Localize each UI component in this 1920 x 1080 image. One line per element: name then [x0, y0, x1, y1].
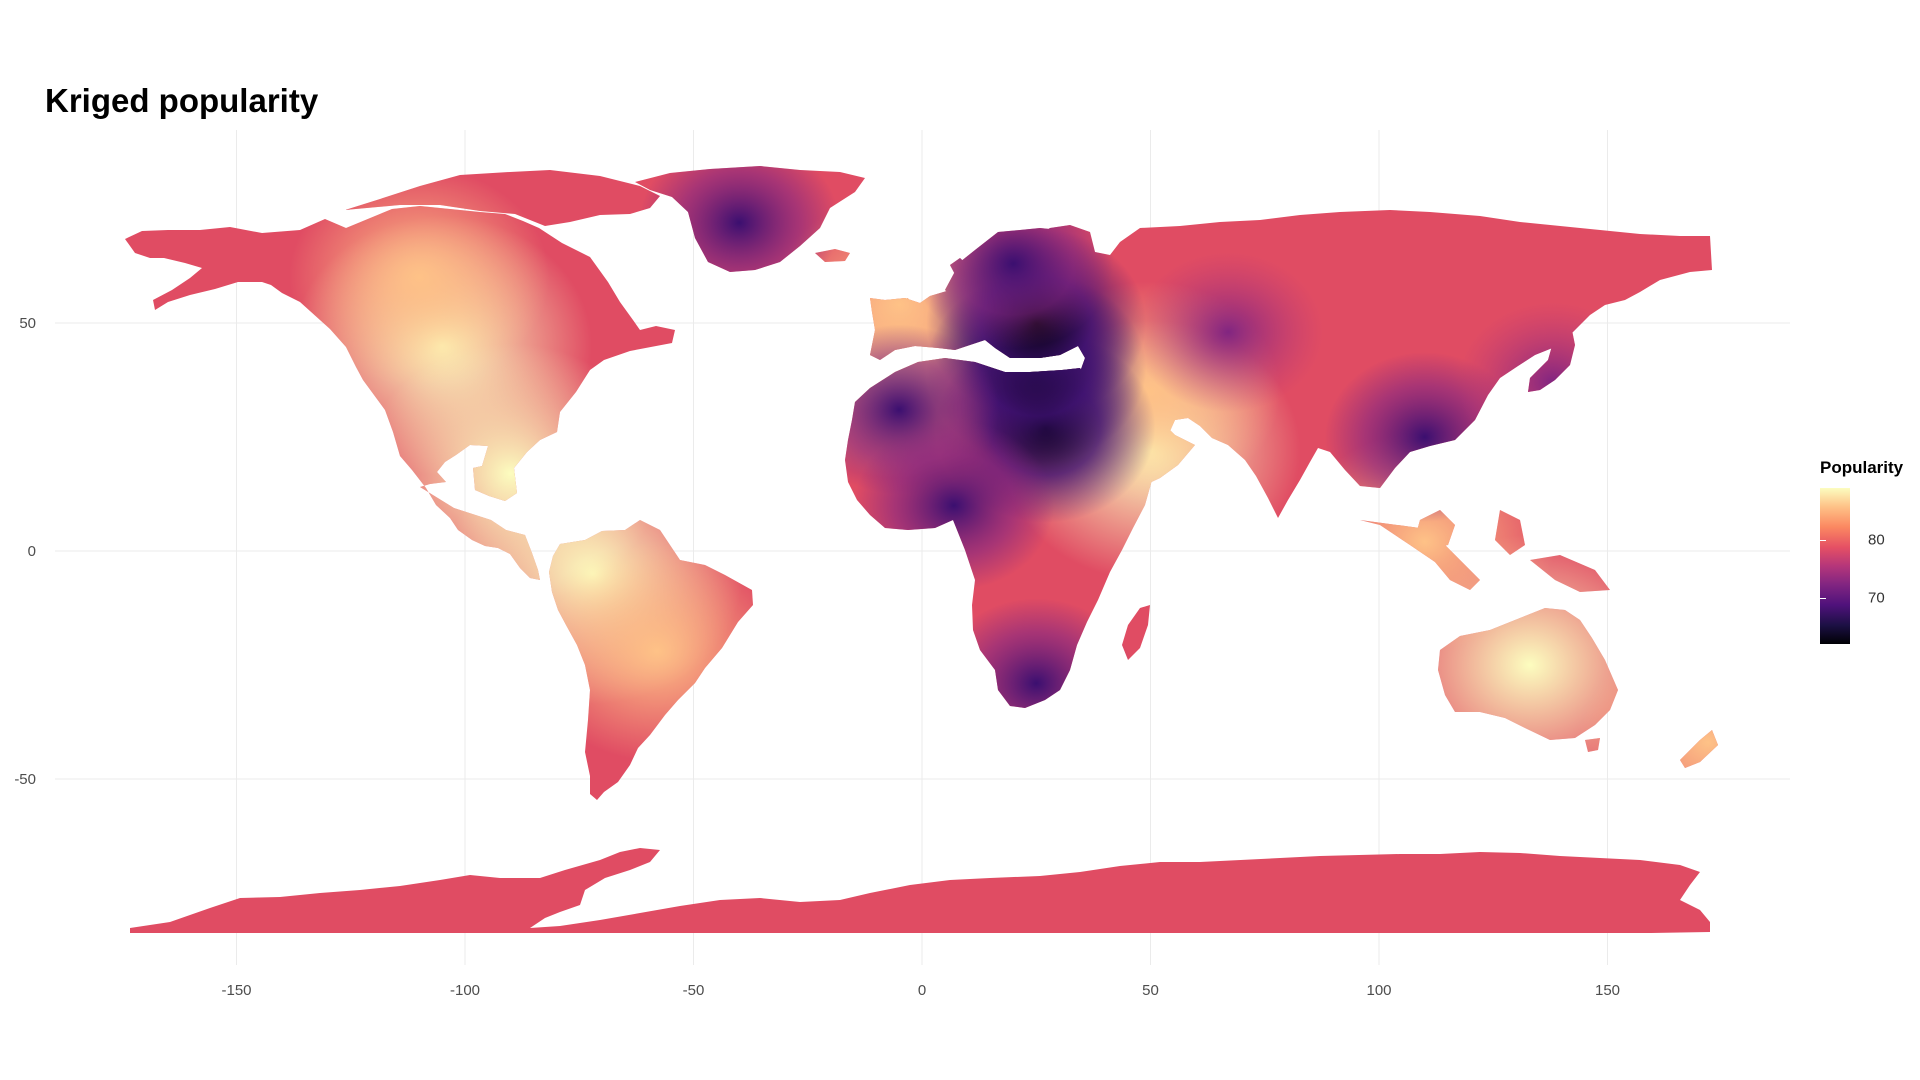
y-tick-label: -50	[14, 771, 36, 788]
legend-tick-label: 70	[1868, 589, 1885, 607]
y-axis: 50 0 -50	[14, 315, 36, 788]
field-hotspot	[526, 541, 787, 762]
field-hotspot	[1578, 632, 1718, 853]
legend: Popularity 80 70	[1820, 458, 1920, 644]
legend-tick	[1820, 540, 1826, 541]
x-tick-label: -50	[683, 982, 705, 999]
field-hotspot	[639, 166, 840, 308]
field-hotspot	[1294, 431, 1555, 652]
chart-title: Kriged popularity	[45, 82, 319, 119]
legend-colorbar: 80 70	[1820, 488, 1885, 644]
field-hotspot	[1457, 302, 1648, 463]
x-tick-label: 0	[918, 982, 926, 999]
legend-tick	[1820, 597, 1826, 599]
legend-title: Popularity	[1820, 458, 1904, 477]
x-tick-label: 100	[1366, 982, 1391, 999]
legend-tick-label: 80	[1868, 531, 1885, 549]
x-tick-label: -100	[450, 982, 480, 999]
x-tick-label: 50	[1142, 982, 1159, 999]
x-tick-label: -150	[221, 982, 251, 999]
field-hotspot	[936, 598, 1137, 769]
field-hotspot	[1133, 252, 1324, 413]
field-hotspot	[1379, 535, 1680, 795]
field-hotspot	[913, 178, 1114, 349]
y-tick-label: 0	[28, 543, 36, 560]
x-tick-label: 150	[1595, 982, 1620, 999]
x-axis: -150 -100 -50 0 50 100 150	[221, 982, 1620, 999]
legend-tick	[1850, 597, 1856, 599]
legend-tick	[1850, 540, 1856, 541]
y-tick-label: 50	[19, 315, 36, 332]
field-hotspot	[853, 420, 1054, 591]
